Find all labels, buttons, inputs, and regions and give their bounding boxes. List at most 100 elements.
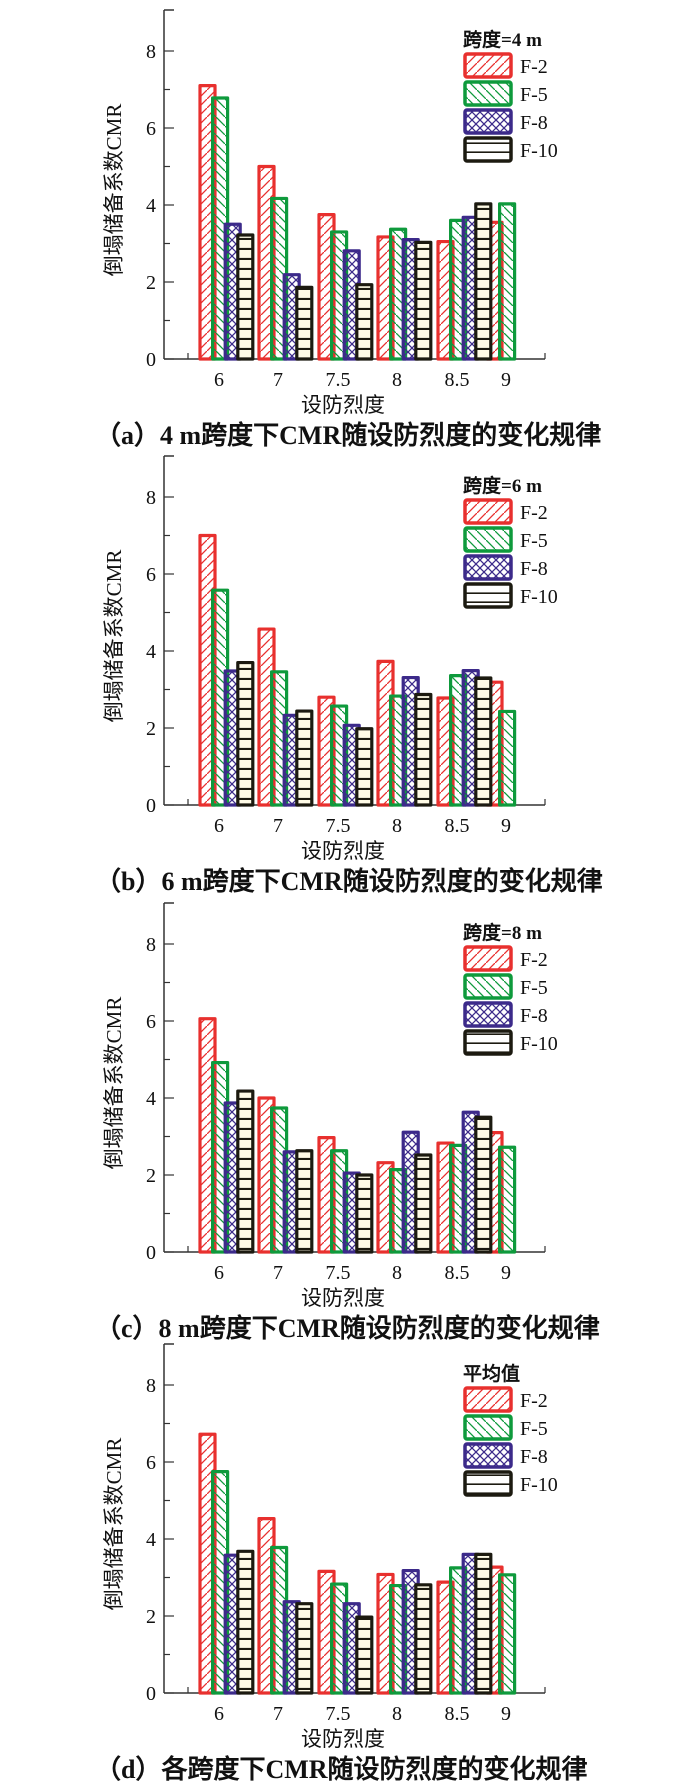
- x-tick-label: 8.5: [445, 369, 470, 391]
- x-tick-label: 7.5: [326, 1703, 351, 1725]
- legend-swatch: [463, 526, 513, 553]
- x-tick-label: 9: [501, 1262, 511, 1284]
- y-tick-label: 0: [146, 1242, 156, 1264]
- legend-item-f-8: F-8: [463, 554, 548, 581]
- x-tick-label: 8.5: [445, 1703, 470, 1725]
- x-tick-label: 7: [273, 1703, 283, 1725]
- legend-item-f-2: F-2: [463, 945, 548, 972]
- legend-label: F-5: [520, 977, 548, 999]
- y-tick-label: 6: [146, 1452, 156, 1474]
- y-tick-label: 2: [146, 1606, 156, 1628]
- y-tick-label: 8: [146, 1375, 156, 1397]
- x-tick-label: 8.5: [445, 815, 470, 837]
- legend-label: F-8: [520, 112, 548, 134]
- bar-f-10-8: [414, 1153, 433, 1254]
- x-tick-label: 7.5: [326, 369, 351, 391]
- legend-label: F-10: [520, 1033, 558, 1055]
- legend-item-f-8: F-8: [463, 1442, 548, 1469]
- y-tick-label: 2: [146, 718, 156, 740]
- y-tick-label: 0: [146, 349, 156, 371]
- legend-item-f-5: F-5: [463, 80, 548, 107]
- y-tick-label: 6: [146, 118, 156, 140]
- legend-item-f-5: F-5: [463, 973, 548, 1000]
- chart-panel-c: 0 2 4 6 8 6 7 7.5 8 8.5 9 倒塌储备系数CMR 设防烈度 （c）8 m跨度下CMR…: [95, 902, 600, 1343]
- y-axis-title: 倒塌储备系数CMR: [102, 550, 126, 723]
- bar-f-10-8: [414, 1583, 433, 1695]
- x-tick-label: 6: [214, 1262, 224, 1284]
- bar-f-10-8_5: [474, 676, 493, 807]
- legend-title: 跨度=6 m: [463, 474, 542, 497]
- x-axis-title: 设防烈度: [301, 839, 385, 863]
- legend-item-f-10: F-10: [463, 136, 558, 163]
- bar-f-10-7_5: [355, 727, 374, 807]
- legend-swatch: [463, 945, 513, 972]
- bar-f-10-6: [236, 1549, 255, 1695]
- x-tick-label: 6: [214, 1703, 224, 1725]
- bar-f-5-9: [498, 1573, 517, 1695]
- bar-f-10-8: [414, 240, 433, 361]
- legend: 跨度=6 m F-2 F-5 F-8 F-10: [463, 474, 558, 609]
- figure-caption: （b）6 m跨度下CMR随设防烈度的变化规律: [95, 866, 603, 896]
- bar-f-10-6: [236, 660, 255, 807]
- x-tick-label: 6: [214, 369, 224, 391]
- legend-swatch: [463, 1470, 513, 1497]
- x-tick-label: 8: [392, 369, 402, 391]
- legend-item-f-10: F-10: [463, 1029, 558, 1056]
- y-tick-label: 4: [146, 1088, 156, 1110]
- legend-label: F-2: [520, 949, 548, 971]
- legend-item-f-8: F-8: [463, 1001, 548, 1028]
- legend-swatch: [463, 498, 513, 525]
- legend: 跨度=8 m F-2 F-5 F-8 F-10: [463, 921, 558, 1056]
- bar-f-10-6: [236, 233, 255, 361]
- legend-label: F-10: [520, 140, 558, 162]
- legend-swatch: [463, 136, 513, 163]
- legend-item-f-5: F-5: [463, 526, 548, 553]
- x-axis-title: 设防烈度: [301, 1286, 385, 1310]
- x-tick-label: 7: [273, 1262, 283, 1284]
- x-tick-label: 8.5: [445, 1262, 470, 1284]
- legend-label: F-2: [520, 1390, 548, 1412]
- legend-swatch: [463, 582, 513, 609]
- legend-swatch: [463, 1001, 513, 1028]
- figure-caption: （a）4 m跨度下CMR随设防烈度的变化规律: [95, 420, 601, 450]
- legend-label: F-5: [520, 84, 548, 106]
- bar-f-10-8_5: [474, 202, 493, 361]
- x-tick-label: 9: [501, 815, 511, 837]
- y-tick-label: 4: [146, 195, 156, 217]
- figure-caption: （d）各跨度下CMR随设防烈度的变化规律: [95, 1754, 588, 1784]
- bar-f-10-7: [295, 709, 314, 807]
- legend-item-f-8: F-8: [463, 108, 548, 135]
- y-tick-label: 8: [146, 487, 156, 509]
- bar-f-10-8_5: [474, 1552, 493, 1695]
- legend-item-f-5: F-5: [463, 1414, 548, 1441]
- legend-swatch: [463, 80, 513, 107]
- legend-label: F-5: [520, 530, 548, 552]
- bar-f-10-7: [295, 1149, 314, 1254]
- legend-title: 跨度=8 m: [463, 921, 542, 944]
- y-tick-label: 4: [146, 1529, 156, 1551]
- chart-panel-b: 0 2 4 6 8 6 7 7.5 8 8.5 9 倒塌储备系数CMR 设防烈度 （b）6 m跨度下CMR…: [95, 455, 603, 896]
- bar-f-10-7: [295, 1602, 314, 1695]
- bar-f-5-9: [498, 202, 517, 361]
- y-axis-title: 倒塌储备系数CMR: [102, 104, 126, 277]
- legend-swatch: [463, 1029, 513, 1056]
- legend-item-f-10: F-10: [463, 582, 558, 609]
- bar-f-5-9: [498, 1145, 517, 1254]
- x-tick-label: 7: [273, 815, 283, 837]
- legend-item-f-2: F-2: [463, 1386, 548, 1413]
- y-axis-title: 倒塌储备系数CMR: [102, 997, 126, 1170]
- bar-f-10-7_5: [355, 1615, 374, 1695]
- x-tick-label: 7.5: [326, 815, 351, 837]
- y-tick-label: 6: [146, 564, 156, 586]
- legend-label: F-10: [520, 586, 558, 608]
- bar-f-10-8: [414, 692, 433, 807]
- x-tick-label: 8: [392, 815, 402, 837]
- x-axis-title: 设防烈度: [301, 1727, 385, 1751]
- y-tick-label: 2: [146, 272, 156, 294]
- legend-item-f-10: F-10: [463, 1470, 558, 1497]
- legend-swatch: [463, 973, 513, 1000]
- legend-swatch: [463, 1414, 513, 1441]
- legend-label: F-8: [520, 558, 548, 580]
